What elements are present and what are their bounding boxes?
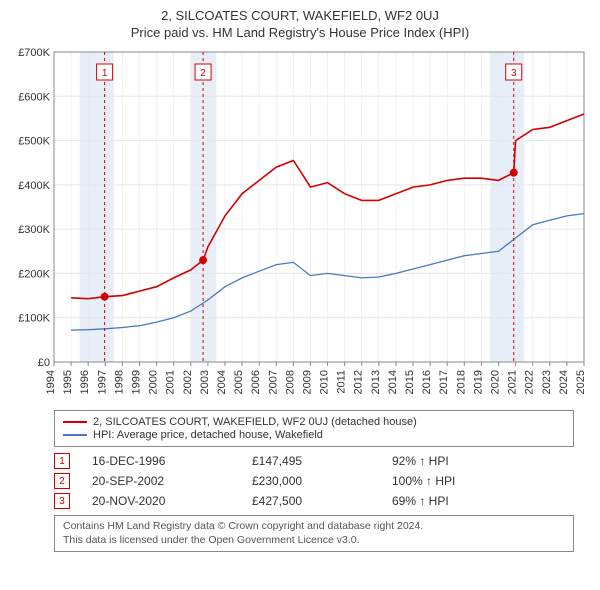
svg-text:2016: 2016 [421,370,433,394]
svg-text:1996: 1996 [79,370,91,394]
svg-text:2021: 2021 [507,370,519,394]
sale-date: 20-SEP-2002 [92,474,252,488]
svg-text:£600K: £600K [18,91,50,103]
svg-text:2025: 2025 [575,370,587,394]
sale-row: 1 16-DEC-1996£147,49592% ↑ HPI [54,453,574,469]
sale-marker-box: 2 [54,473,70,489]
sale-price: £147,495 [252,454,392,468]
title-block: 2, SILCOATES COURT, WAKEFIELD, WF2 0UJ P… [10,8,590,40]
svg-text:2005: 2005 [233,370,245,394]
sale-date: 20-NOV-2020 [92,494,252,508]
svg-text:2020: 2020 [490,370,502,394]
svg-text:1995: 1995 [62,370,74,394]
svg-text:2011: 2011 [336,370,348,394]
legend-item: HPI: Average price, detached house, Wake… [63,429,565,441]
svg-text:2008: 2008 [284,370,296,394]
svg-text:2014: 2014 [387,370,399,394]
svg-text:2013: 2013 [370,370,382,394]
sale-hpi: 100% ↑ HPI [392,474,532,488]
sale-row: 2 20-SEP-2002£230,000100% ↑ HPI [54,473,574,489]
svg-text:2012: 2012 [353,370,365,394]
chart: £0 £100K £200K £300K £400K £500K £600K £700K 199… [10,46,590,406]
legend-swatch [63,421,87,423]
svg-text:£300K: £300K [18,224,50,236]
svg-text:2015: 2015 [404,370,416,394]
sales-table: 1 16-DEC-1996£147,49592% ↑ HPI 2 20-SEP-200… [54,453,574,509]
svg-text:1999: 1999 [130,370,142,394]
title-subtitle: Price paid vs. HM Land Registry's House … [10,25,590,40]
sale-marker-box: 3 [54,493,70,509]
svg-text:2009: 2009 [301,370,313,394]
svg-text:£700K: £700K [18,47,50,59]
svg-text:2022: 2022 [524,370,536,394]
svg-text:2003: 2003 [199,370,211,394]
chart-container: 2, SILCOATES COURT, WAKEFIELD, WF2 0UJ P… [0,0,600,562]
svg-text:£200K: £200K [18,268,50,280]
svg-text:3: 3 [511,68,517,79]
legend-label: HPI: Average price, detached house, Wake… [93,429,323,441]
sale-marker-box: 1 [54,453,70,469]
svg-text:2006: 2006 [250,370,262,394]
legend-label: 2, SILCOATES COURT, WAKEFIELD, WF2 0UJ (… [93,416,417,428]
svg-text:1994: 1994 [45,370,57,394]
title-address: 2, SILCOATES COURT, WAKEFIELD, WF2 0UJ [10,8,590,23]
sale-price: £230,000 [252,474,392,488]
svg-text:2007: 2007 [267,370,279,394]
svg-text:2023: 2023 [541,370,553,394]
legend-item: 2, SILCOATES COURT, WAKEFIELD, WF2 0UJ (… [63,416,565,428]
sale-date: 16-DEC-1996 [92,454,252,468]
svg-text:2002: 2002 [182,370,194,394]
svg-text:2017: 2017 [438,370,450,394]
svg-text:£400K: £400K [18,180,50,192]
svg-text:2024: 2024 [558,370,570,394]
legend: 2, SILCOATES COURT, WAKEFIELD, WF2 0UJ (… [54,410,574,447]
svg-text:2010: 2010 [319,370,331,394]
footer-line-1: Contains HM Land Registry data © Crown c… [63,520,565,534]
svg-text:2019: 2019 [472,370,484,394]
svg-text:£0: £0 [38,357,50,369]
svg-text:2004: 2004 [216,370,228,394]
sale-hpi: 92% ↑ HPI [392,454,532,468]
svg-text:2001: 2001 [165,370,177,394]
svg-text:£500K: £500K [18,136,50,148]
svg-text:1: 1 [102,68,108,79]
footer-attribution: Contains HM Land Registry data © Crown c… [54,515,574,552]
chart-svg: £0 £100K £200K £300K £400K £500K £600K £700K 199… [10,46,590,406]
legend-swatch [63,434,87,436]
svg-text:£100K: £100K [18,313,50,325]
svg-text:1997: 1997 [96,370,108,394]
sale-hpi: 69% ↑ HPI [392,494,532,508]
svg-text:2: 2 [200,68,206,79]
svg-text:2000: 2000 [148,370,160,394]
footer-line-2: This data is licensed under the Open Gov… [63,534,565,548]
svg-text:1998: 1998 [113,370,125,394]
sale-price: £427,500 [252,494,392,508]
sale-row: 3 20-NOV-2020£427,50069% ↑ HPI [54,493,574,509]
svg-text:2018: 2018 [455,370,467,394]
